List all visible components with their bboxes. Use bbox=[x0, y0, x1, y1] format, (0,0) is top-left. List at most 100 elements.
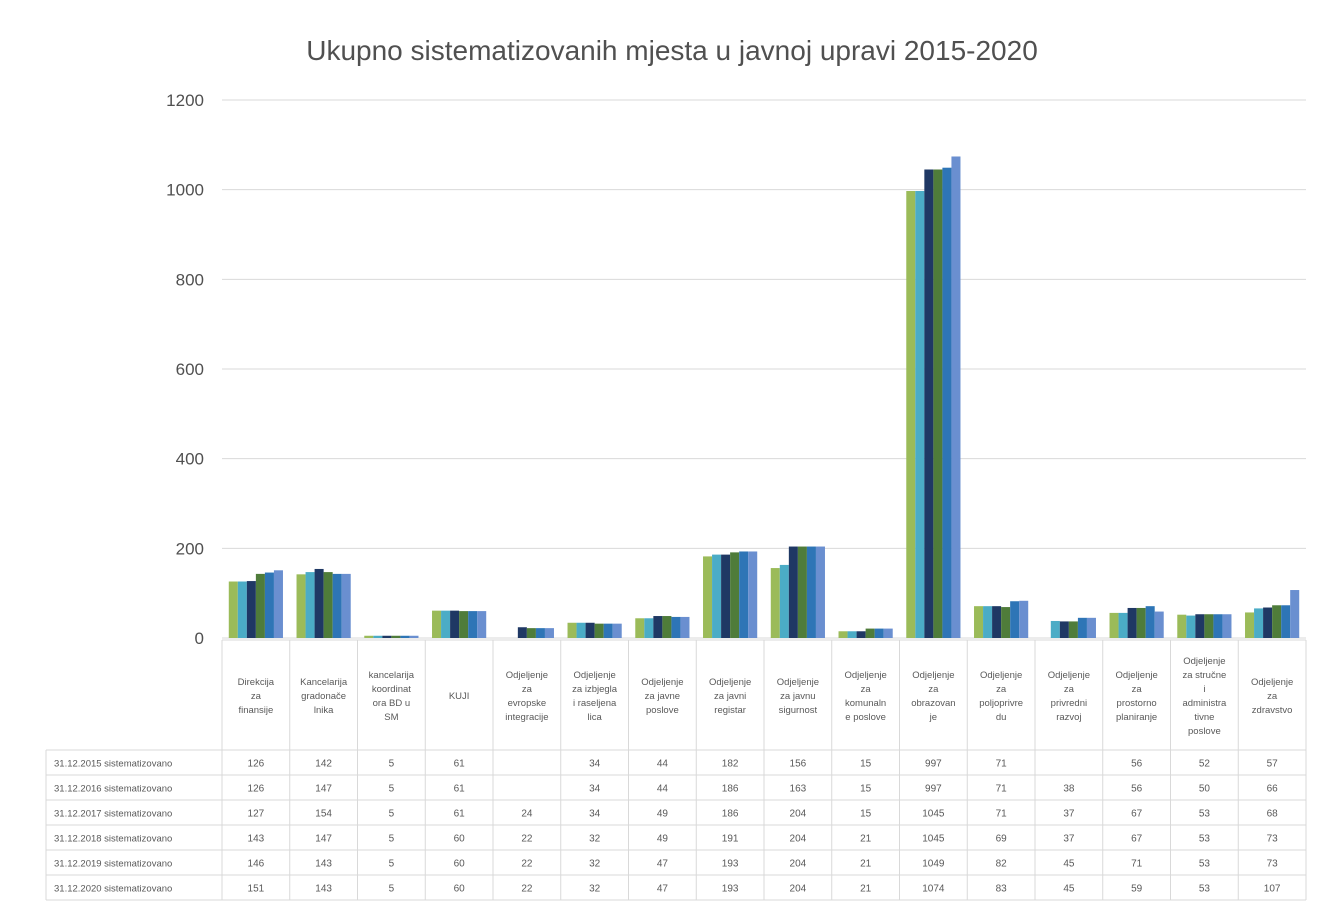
y-axis: 0 200 400 600 800 1000 1200 bbox=[166, 91, 204, 648]
category-label: Odjeljenje za obrazovan je bbox=[911, 670, 955, 723]
y-tick-label: 0 bbox=[195, 629, 204, 648]
data-label: 45 bbox=[1063, 884, 1075, 895]
data-label: 163 bbox=[790, 784, 807, 795]
bar bbox=[544, 628, 554, 638]
bar bbox=[305, 572, 315, 638]
bar bbox=[1290, 590, 1300, 638]
data-label: 73 bbox=[1267, 859, 1279, 870]
bar bbox=[409, 635, 419, 638]
data-label: 68 bbox=[1267, 809, 1279, 820]
bar bbox=[576, 622, 586, 638]
bar bbox=[653, 616, 663, 638]
bar bbox=[603, 623, 613, 638]
bar bbox=[459, 611, 469, 638]
category-label: Odjeljenje za privredni razvoj bbox=[1048, 670, 1090, 723]
bar bbox=[526, 628, 536, 638]
category-label: Odjeljenje za komunaln e poslove bbox=[845, 670, 887, 723]
series-label: 31.12.2016 sistematizovano bbox=[54, 784, 172, 795]
data-label: 37 bbox=[1063, 809, 1075, 820]
bar bbox=[951, 156, 961, 639]
data-label: 37 bbox=[1063, 834, 1075, 845]
data-label: 49 bbox=[657, 834, 669, 845]
data-label: 71 bbox=[1131, 859, 1143, 870]
bar bbox=[450, 610, 460, 638]
data-label: 56 bbox=[1131, 759, 1143, 770]
data-label: 997 bbox=[925, 759, 942, 770]
chart-title: Ukupno sistematizovanih mjesta u javnoj … bbox=[306, 35, 1038, 66]
data-label: 204 bbox=[790, 809, 807, 820]
data-label: 5 bbox=[389, 884, 395, 895]
data-label: 32 bbox=[589, 859, 601, 870]
bar bbox=[1050, 620, 1060, 638]
bar bbox=[1109, 612, 1119, 638]
series-label: 31.12.2015 sistematizovano bbox=[54, 759, 172, 770]
data-label: 57 bbox=[1267, 759, 1279, 770]
data-label: 997 bbox=[925, 784, 942, 795]
bar bbox=[382, 635, 392, 638]
bar bbox=[468, 611, 478, 638]
bar bbox=[341, 573, 351, 638]
bar bbox=[1204, 614, 1214, 638]
data-label: 61 bbox=[454, 809, 466, 820]
bar bbox=[1059, 621, 1069, 638]
data-label: 107 bbox=[1264, 884, 1281, 895]
data-label: 21 bbox=[860, 859, 872, 870]
data-label: 53 bbox=[1199, 884, 1211, 895]
bar bbox=[933, 169, 943, 638]
data-label: 38 bbox=[1063, 784, 1075, 795]
data-label: 49 bbox=[657, 809, 669, 820]
bar bbox=[1222, 614, 1232, 638]
data-label: 22 bbox=[521, 859, 533, 870]
data-label: 21 bbox=[860, 834, 872, 845]
bar bbox=[924, 169, 934, 638]
data-label: 204 bbox=[790, 859, 807, 870]
data-label: 5 bbox=[389, 759, 395, 770]
bar bbox=[915, 191, 925, 639]
data-label: 1045 bbox=[922, 834, 945, 845]
data-label: 82 bbox=[996, 859, 1008, 870]
bar bbox=[432, 610, 442, 638]
data-label: 142 bbox=[315, 759, 332, 770]
bar bbox=[703, 556, 713, 638]
bar bbox=[314, 568, 324, 638]
data-label: 52 bbox=[1199, 759, 1211, 770]
bar bbox=[712, 554, 722, 638]
bar bbox=[237, 581, 247, 638]
y-tick-label: 800 bbox=[176, 270, 204, 289]
bar bbox=[974, 606, 984, 638]
bar bbox=[770, 568, 780, 638]
data-label: 1049 bbox=[922, 859, 945, 870]
bar bbox=[364, 635, 374, 638]
bar bbox=[228, 581, 238, 638]
bar bbox=[797, 546, 807, 638]
data-label: 22 bbox=[521, 884, 533, 895]
series-label: 31.12.2018 sistematizovano bbox=[54, 834, 172, 845]
data-label: 154 bbox=[315, 809, 332, 820]
data-label: 34 bbox=[589, 784, 601, 795]
data-table: Direkcija za finansije Kancelarija gradonače… bbox=[45, 639, 1307, 901]
y-tick-label: 600 bbox=[176, 360, 204, 379]
bar bbox=[391, 635, 401, 638]
bar bbox=[815, 546, 825, 638]
data-label: 186 bbox=[722, 809, 739, 820]
bar bbox=[1136, 607, 1146, 638]
bar bbox=[671, 616, 681, 638]
bar bbox=[874, 628, 884, 638]
data-label: 61 bbox=[454, 784, 466, 795]
series-label: 31.12.2017 sistematizovano bbox=[54, 809, 172, 820]
category-label: Odjeljenje za javne poslove bbox=[641, 677, 683, 716]
category-label: Odjeljenje za evropske integracije bbox=[505, 670, 548, 723]
data-label: 71 bbox=[996, 759, 1008, 770]
bar bbox=[1068, 621, 1078, 638]
bar bbox=[883, 628, 893, 638]
bar bbox=[942, 167, 952, 638]
data-label: 204 bbox=[790, 884, 807, 895]
data-label: 71 bbox=[996, 809, 1008, 820]
bar bbox=[748, 551, 758, 638]
data-label: 5 bbox=[389, 859, 395, 870]
data-label: 60 bbox=[454, 884, 466, 895]
data-label: 44 bbox=[657, 759, 669, 770]
bar bbox=[1186, 615, 1196, 638]
data-label: 32 bbox=[589, 834, 601, 845]
